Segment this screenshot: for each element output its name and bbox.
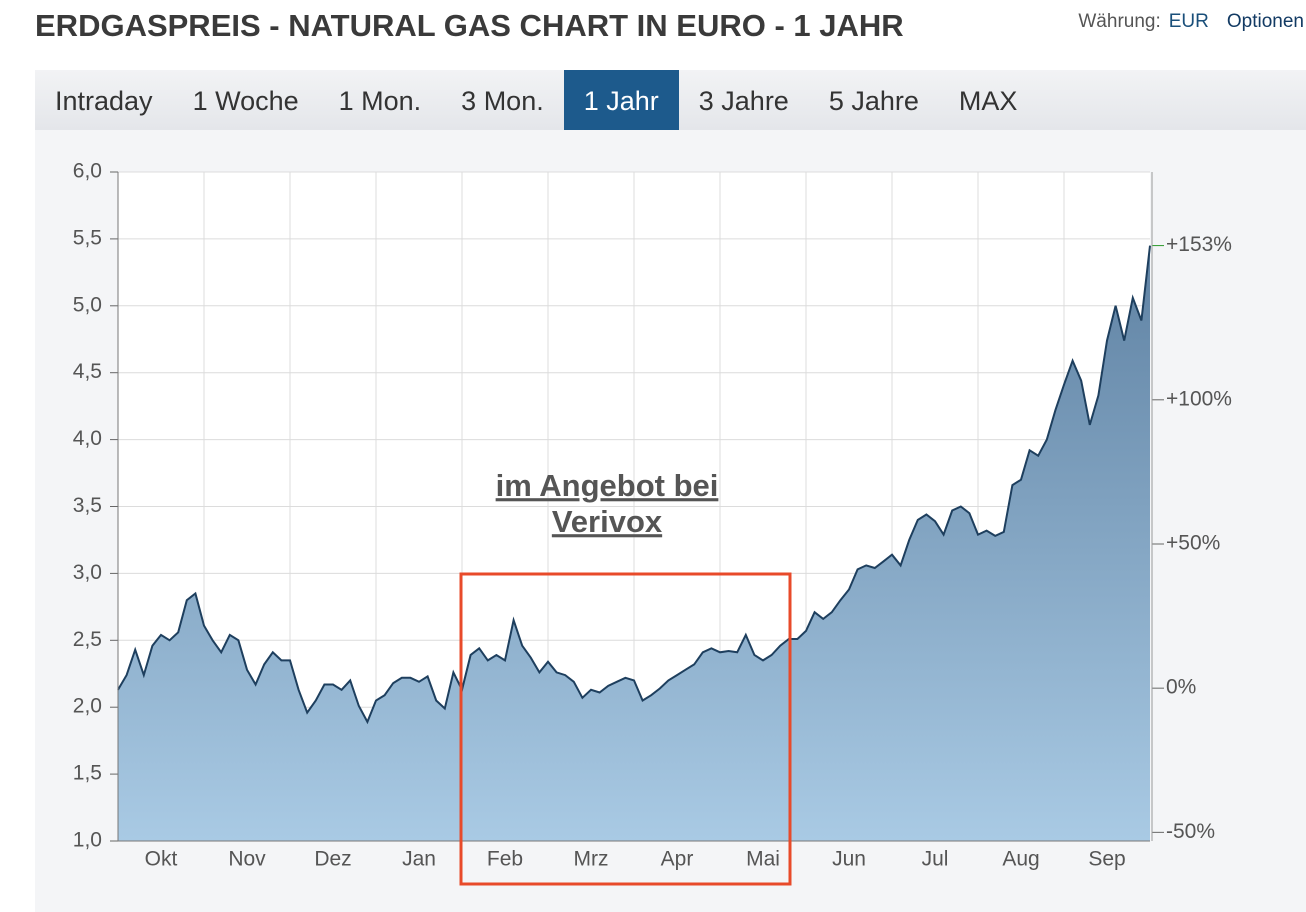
annotation: Verivox [552, 504, 663, 539]
price-line [117, 245, 1151, 725]
highlight-box [459, 572, 792, 886]
x-tick-label: Feb [487, 848, 523, 871]
currency-bar: Währung: EUR Optionen [1078, 11, 1304, 33]
tab[interactable]: Intraday [55, 86, 153, 116]
y-tick-label: 2,0 [73, 695, 102, 718]
area-fill [118, 245, 1150, 842]
tab[interactable]: MAX [958, 86, 1018, 116]
y2-tick-label: 0% [1166, 676, 1196, 699]
x-tick-label: Jul [922, 848, 949, 871]
x-tick-label: Jun [832, 848, 866, 871]
y2-tick-label: -50% [1166, 820, 1215, 843]
y-tick-label: 4,0 [73, 427, 102, 450]
tab[interactable]: 1 Mon. [338, 86, 422, 116]
x-tick-label: Mai [746, 848, 780, 871]
tab[interactable]: 1 Woche [192, 86, 299, 116]
x-tick-label: Apr [661, 848, 694, 871]
y-tick-label: 4,5 [73, 360, 102, 383]
x-tick-label: Nov [228, 848, 266, 871]
tab[interactable]: 3 Mon. [461, 86, 544, 116]
currency[interactable]: EUR [1168, 11, 1209, 32]
y2-tick-label: +100% [1166, 387, 1232, 410]
y-tick-label: 5,5 [73, 226, 102, 249]
y2-tick-label: +50% [1166, 532, 1220, 555]
y-tick-label: 2,5 [73, 628, 102, 651]
tab[interactable]: 3 Jahre [698, 86, 789, 116]
y-tick-label: 3,0 [73, 561, 102, 584]
x-tick-label: Dez [314, 848, 351, 871]
page-title: ERDGASPREIS - NATURAL GAS CHART IN EURO … [35, 8, 904, 43]
tab[interactable]: 5 Jahre [828, 86, 919, 116]
x-tick-label: Mrz [574, 848, 609, 871]
y-tick-label: 1,5 [73, 762, 102, 785]
y-tick-label: 1,0 [73, 829, 102, 852]
y-tick-label: 6,0 [73, 160, 102, 183]
x-tick-label: Jan [402, 848, 436, 871]
options[interactable]: Optionen [1226, 11, 1304, 32]
x-tick-label: Okt [145, 848, 178, 871]
y-tick-label: 5,0 [73, 293, 102, 316]
tab-bar: Intraday 1 Woche 1 Mon. 3 Mon. 1 Jahr 3 Jahre… [35, 70, 1306, 144]
x-tick-label: Sep [1088, 848, 1125, 871]
change-label: +153% [1166, 233, 1232, 256]
annotation: im Angebot bei [496, 468, 719, 503]
x-tick-label: Aug [1002, 848, 1039, 871]
y-tick-label: 3,5 [73, 494, 102, 517]
currency-label: Währung: [1078, 11, 1161, 32]
